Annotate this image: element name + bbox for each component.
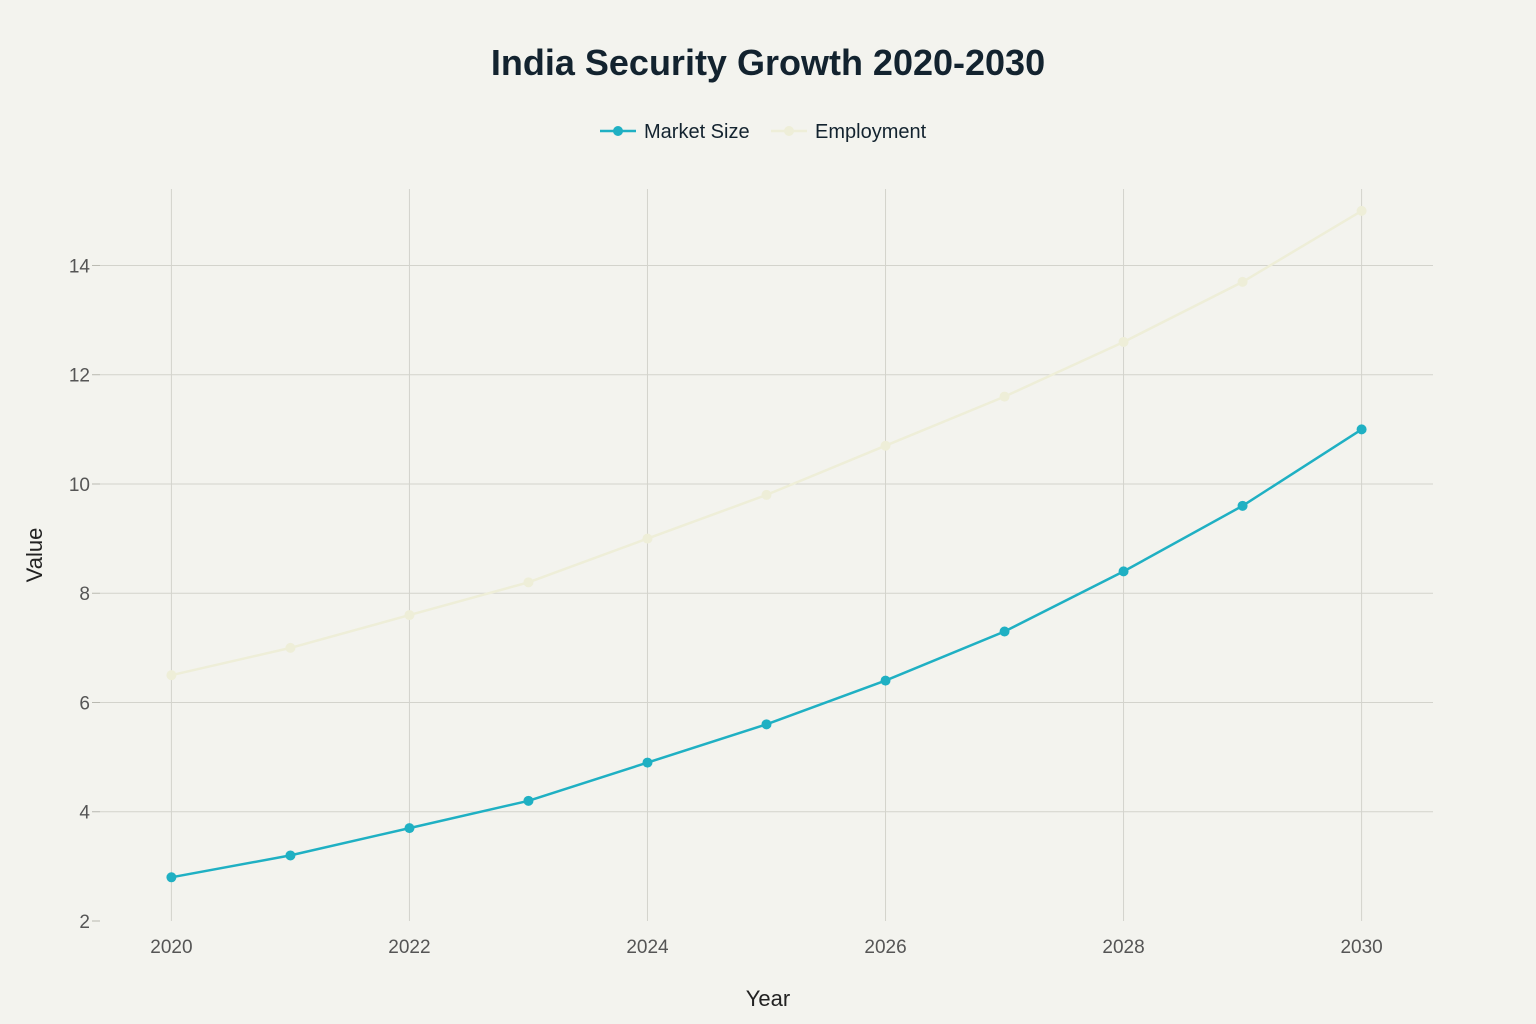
data-point-employment[interactable] [880, 440, 891, 451]
legend-label-employment: Employment [815, 121, 927, 143]
gridlines [92, 189, 1433, 922]
data-point-employment[interactable] [404, 610, 415, 621]
data-point-market-size[interactable] [761, 719, 772, 730]
data-point-market-size[interactable] [1356, 424, 1367, 435]
legend[interactable]: Market Size Employment [600, 121, 927, 143]
y-tick-label: 8 [79, 584, 90, 605]
data-point-market-size[interactable] [285, 850, 296, 861]
data-point-employment[interactable] [761, 489, 772, 500]
data-point-market-size[interactable] [166, 872, 177, 883]
x-tick-label: 2020 [150, 937, 192, 958]
x-tick-label: 2030 [1340, 937, 1382, 958]
data-point-market-size[interactable] [1237, 500, 1248, 511]
data-point-employment[interactable] [642, 533, 653, 544]
series-employment[interactable] [166, 205, 1367, 681]
y-tick-label: 10 [69, 475, 90, 496]
y-tick-label: 4 [79, 803, 90, 824]
y-tick-label: 14 [69, 256, 91, 277]
data-point-market-size[interactable] [404, 823, 415, 834]
data-point-employment[interactable] [285, 642, 296, 653]
y-tick-label: 6 [79, 693, 90, 714]
y-axis-title: Value [22, 528, 47, 583]
data-point-market-size[interactable] [999, 626, 1010, 637]
data-point-employment[interactable] [1356, 205, 1367, 216]
legend-item-employment[interactable]: Employment [771, 121, 927, 143]
y-tick-label: 2 [79, 912, 90, 933]
legend-item-market-size[interactable]: Market Size [600, 121, 750, 143]
x-tick-label: 2026 [864, 937, 906, 958]
x-axis-title: Year [746, 986, 790, 1011]
tick-labels: 2 4 6 8 10 12 14 2020 2022 2024 2026 2028 2030 [69, 256, 1383, 958]
data-point-market-size[interactable] [523, 795, 534, 806]
data-point-employment[interactable] [1237, 276, 1248, 287]
data-point-employment[interactable] [523, 577, 534, 588]
chart-title: India Security Growth 2020-2030 [491, 42, 1045, 83]
data-point-market-size[interactable] [642, 757, 653, 768]
data-point-market-size[interactable] [1118, 566, 1129, 577]
data-point-employment[interactable] [166, 670, 177, 681]
legend-marker-market-size [613, 126, 623, 136]
plot-area[interactable] [166, 205, 1367, 883]
x-tick-label: 2028 [1102, 937, 1144, 958]
series-market-size[interactable] [166, 424, 1367, 883]
y-tick-label: 12 [69, 366, 90, 387]
data-point-employment[interactable] [999, 391, 1010, 402]
data-point-employment[interactable] [1118, 336, 1129, 347]
legend-marker-employment [784, 126, 794, 136]
legend-label-market-size: Market Size [644, 121, 750, 143]
series-line-employment [171, 209, 1363, 677]
x-tick-label: 2022 [388, 937, 430, 958]
data-point-market-size[interactable] [880, 675, 891, 686]
x-tick-label: 2024 [626, 937, 669, 958]
